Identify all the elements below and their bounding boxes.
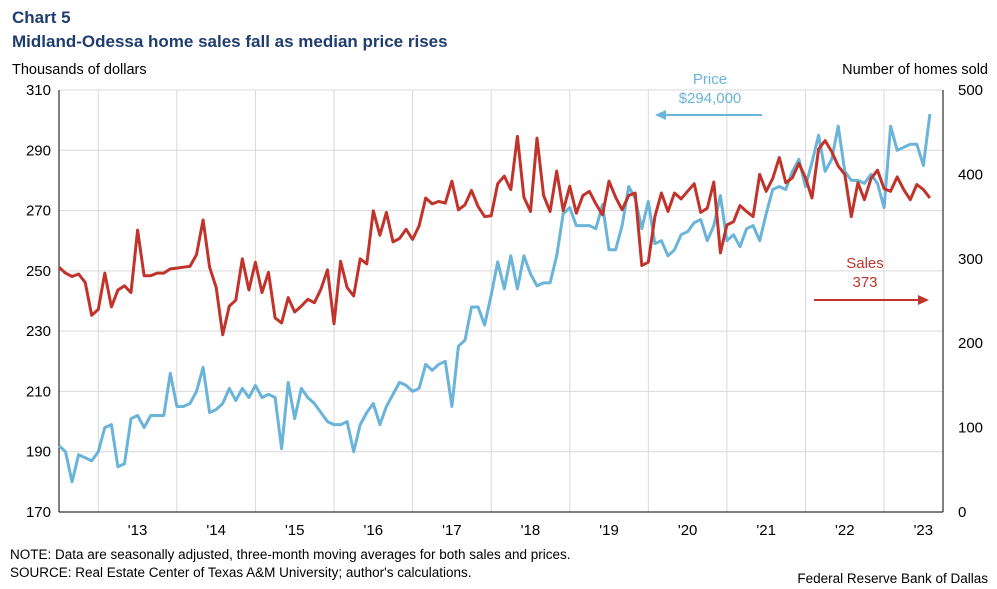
left-axis-ticks: 170 190 210 230 250 270 290 310 xyxy=(26,82,51,521)
left-tick-label: 310 xyxy=(26,82,51,99)
price-label: Price xyxy=(693,71,727,88)
x-tick-label: '13 xyxy=(128,522,148,539)
x-tick-label: '21 xyxy=(756,522,776,539)
sales-series-line xyxy=(57,134,932,337)
right-tick-label: 100 xyxy=(958,420,983,437)
sales-label: Sales xyxy=(846,255,884,272)
x-tick-label: '17 xyxy=(442,522,462,539)
price-value: $294,000 xyxy=(679,90,742,107)
price-annotation: Price $294,000 xyxy=(655,71,762,120)
right-tick-label: 500 xyxy=(958,82,983,99)
source-note: SOURCE: Real Estate Center of Texas A&M … xyxy=(10,565,472,580)
right-tick-label: 300 xyxy=(958,251,983,268)
credit-line: Federal Reserve Bank of Dallas xyxy=(797,571,988,586)
chart-number: Chart 5 xyxy=(12,8,71,27)
price-series-line xyxy=(57,113,932,484)
left-tick-label: 190 xyxy=(26,444,51,461)
left-tick-label: 250 xyxy=(26,263,51,280)
chart-title: Midland-Odessa home sales fall as median… xyxy=(12,32,448,51)
left-tick-label: 270 xyxy=(26,203,51,220)
x-tick-label: '14 xyxy=(206,522,226,539)
footnote: NOTE: Data are seasonally adjusted, thre… xyxy=(10,547,571,562)
left-tick-label: 170 xyxy=(26,504,51,521)
sales-annotation: Sales 373 xyxy=(814,255,929,305)
x-tick-label: '20 xyxy=(678,522,698,539)
right-arrow-icon xyxy=(918,295,929,305)
x-tick-label: '15 xyxy=(285,522,305,539)
left-tick-label: 210 xyxy=(26,383,51,400)
gridlines xyxy=(58,89,944,513)
left-axis-label: Thousands of dollars xyxy=(12,62,147,78)
left-tick-label: 230 xyxy=(26,323,51,340)
x-tick-label: '23 xyxy=(914,522,934,539)
right-axis-ticks: 0 100 200 300 400 500 xyxy=(958,82,983,521)
x-tick-label: '19 xyxy=(599,522,619,539)
right-tick-label: 200 xyxy=(958,335,983,352)
x-tick-label: '18 xyxy=(521,522,541,539)
left-arrow-icon xyxy=(655,110,666,120)
right-axis-label: Number of homes sold xyxy=(842,62,988,78)
x-tick-label: '22 xyxy=(835,522,855,539)
right-tick-label: 0 xyxy=(958,504,966,521)
right-tick-label: 400 xyxy=(958,166,983,183)
x-axis-ticks: '13 '14 '15 '16 '17 '18 '19 '20 '21 '22 '23 xyxy=(128,522,933,539)
left-tick-label: 290 xyxy=(26,142,51,159)
x-tick-label: '16 xyxy=(364,522,384,539)
sales-value: 373 xyxy=(852,274,877,291)
